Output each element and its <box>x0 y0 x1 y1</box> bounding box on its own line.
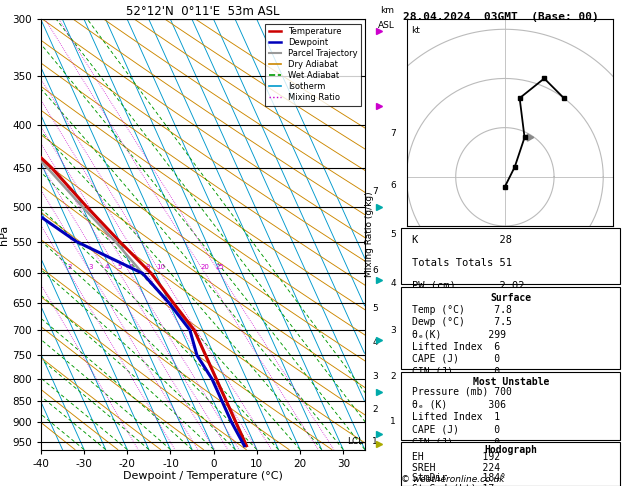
Text: EH          192: EH 192 <box>412 452 501 462</box>
Text: CAPE (J)      0: CAPE (J) 0 <box>412 354 501 364</box>
FancyBboxPatch shape <box>401 442 620 486</box>
Text: 5: 5 <box>372 304 378 313</box>
Text: © weatheronline.co.uk: © weatheronline.co.uk <box>401 474 505 484</box>
Text: 6: 6 <box>390 181 396 190</box>
Text: 4: 4 <box>391 278 396 288</box>
Text: CIN (J)       0: CIN (J) 0 <box>412 366 501 376</box>
Text: Pressure (mb) 700: Pressure (mb) 700 <box>412 387 512 397</box>
Text: 28.04.2024  03GMT  (Base: 00): 28.04.2024 03GMT (Base: 00) <box>403 12 598 22</box>
Text: 1: 1 <box>390 417 396 426</box>
Text: CAPE (J)      0: CAPE (J) 0 <box>412 425 501 434</box>
Text: LCL: LCL <box>347 437 363 446</box>
Text: 5: 5 <box>390 230 396 240</box>
Text: kt: kt <box>411 26 420 35</box>
Text: 25: 25 <box>216 264 225 270</box>
Text: 6: 6 <box>128 264 133 270</box>
Text: StmDir      184°: StmDir 184° <box>412 473 506 484</box>
Text: 6: 6 <box>372 266 378 275</box>
Text: 10: 10 <box>157 264 165 270</box>
Text: Mixing Ratio (g/kg): Mixing Ratio (g/kg) <box>365 191 374 278</box>
Text: Totals Totals 51: Totals Totals 51 <box>412 258 512 268</box>
Text: ASL: ASL <box>379 21 395 30</box>
Text: Most Unstable: Most Unstable <box>472 377 549 386</box>
Text: K             28: K 28 <box>412 235 512 245</box>
Title: 52°12'N  0°11'E  53m ASL: 52°12'N 0°11'E 53m ASL <box>126 5 280 18</box>
Text: 7: 7 <box>372 187 378 196</box>
Y-axis label: hPa: hPa <box>0 225 9 244</box>
Text: 2: 2 <box>391 372 396 381</box>
Legend: Temperature, Dewpoint, Parcel Trajectory, Dry Adiabat, Wet Adiabat, Isotherm, Mi: Temperature, Dewpoint, Parcel Trajectory… <box>265 24 360 106</box>
Text: StmSpd (kt) 17: StmSpd (kt) 17 <box>412 484 494 486</box>
FancyBboxPatch shape <box>401 287 620 369</box>
FancyBboxPatch shape <box>401 228 620 284</box>
FancyBboxPatch shape <box>401 372 620 440</box>
Text: 8: 8 <box>145 264 150 270</box>
Text: 2: 2 <box>67 264 72 270</box>
Text: 7: 7 <box>390 129 396 139</box>
Text: 1: 1 <box>372 437 378 447</box>
Text: 3: 3 <box>372 372 378 381</box>
Text: 3: 3 <box>89 264 93 270</box>
Text: 4: 4 <box>372 338 378 347</box>
Text: 5: 5 <box>118 264 122 270</box>
X-axis label: Dewpoint / Temperature (°C): Dewpoint / Temperature (°C) <box>123 471 283 481</box>
Text: SREH        224: SREH 224 <box>412 463 501 473</box>
Text: 20: 20 <box>201 264 209 270</box>
Text: θₑ(K)        299: θₑ(K) 299 <box>412 330 506 339</box>
Text: 4: 4 <box>105 264 109 270</box>
Text: PW (cm)       2.02: PW (cm) 2.02 <box>412 281 525 291</box>
Text: Hodograph: Hodograph <box>484 445 537 455</box>
Text: km: km <box>380 6 394 15</box>
Text: Lifted Index  6: Lifted Index 6 <box>412 342 501 351</box>
Text: Surface: Surface <box>490 293 532 302</box>
Text: 3: 3 <box>390 326 396 335</box>
Text: Temp (°C)     7.8: Temp (°C) 7.8 <box>412 305 512 315</box>
Text: Lifted Index  1: Lifted Index 1 <box>412 412 501 422</box>
Text: θₑ (K)       306: θₑ (K) 306 <box>412 399 506 409</box>
Text: Dewp (°C)     7.5: Dewp (°C) 7.5 <box>412 317 512 327</box>
Text: 2: 2 <box>372 405 378 414</box>
Text: CIN (J)       0: CIN (J) 0 <box>412 437 501 447</box>
